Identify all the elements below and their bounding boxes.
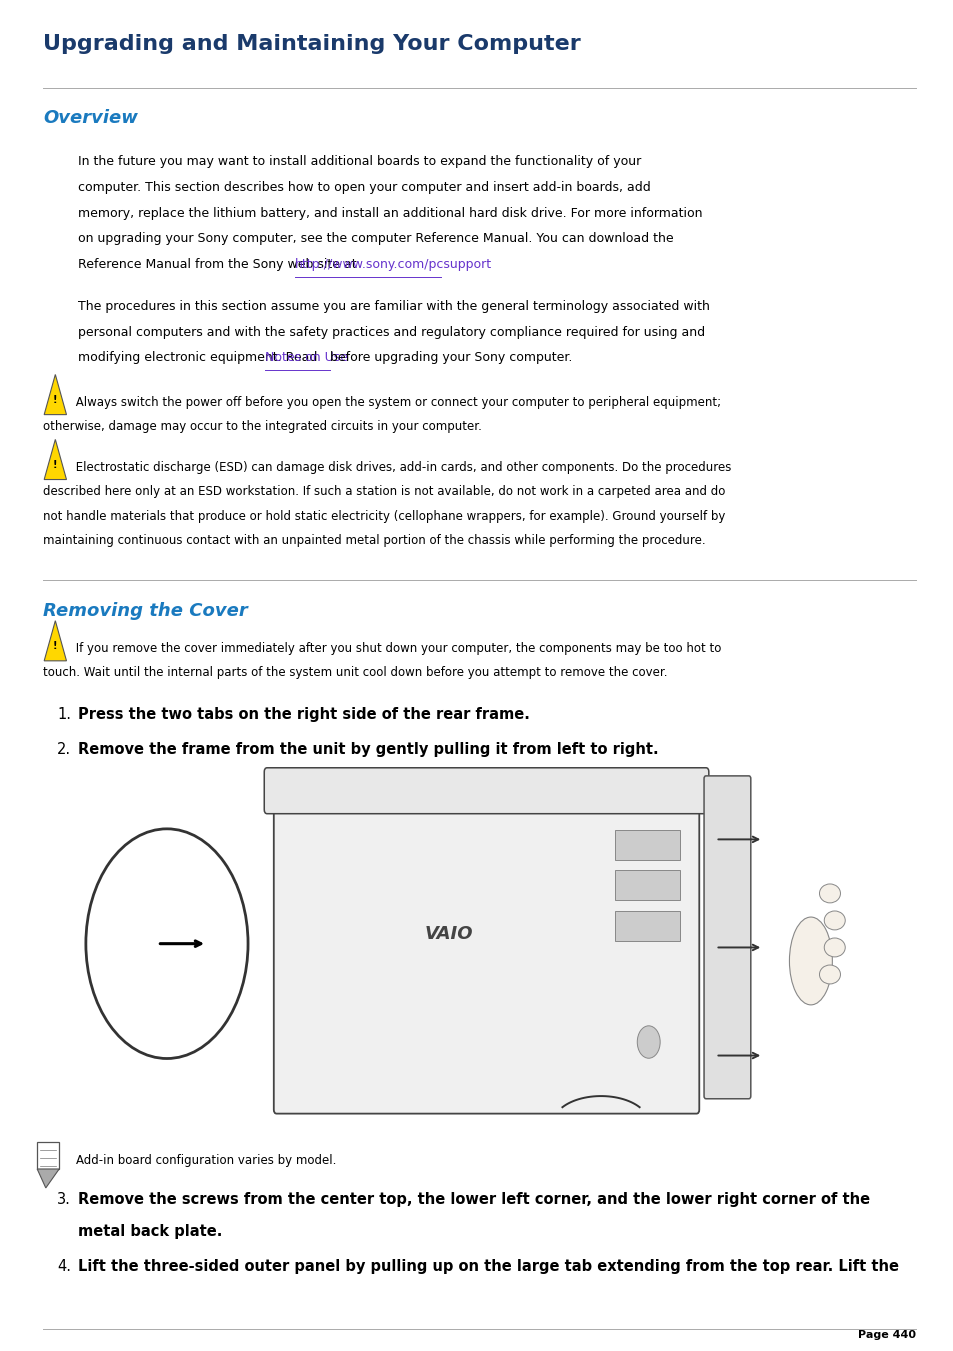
Text: Notes on Use: Notes on Use	[264, 351, 352, 365]
Text: Press the two tabs on the right side of the rear frame.: Press the two tabs on the right side of …	[78, 707, 530, 721]
Text: personal computers and with the safety practices and regulatory compliance requi: personal computers and with the safety p…	[78, 326, 704, 339]
Polygon shape	[44, 439, 67, 480]
FancyBboxPatch shape	[703, 775, 750, 1098]
Ellipse shape	[819, 884, 840, 902]
Text: Upgrading and Maintaining Your Computer: Upgrading and Maintaining Your Computer	[43, 34, 580, 54]
Text: Remove the screws from the center top, the lower left corner, and the lower righ: Remove the screws from the center top, t…	[78, 1192, 869, 1206]
Text: Always switch the power off before you open the system or connect your computer : Always switch the power off before you o…	[71, 396, 720, 409]
Text: before upgrading your Sony computer.: before upgrading your Sony computer.	[330, 351, 572, 365]
Text: !: !	[53, 459, 57, 470]
Circle shape	[637, 1025, 659, 1058]
Text: 4.: 4.	[57, 1259, 71, 1274]
Text: maintaining continuous contact with an unpainted metal portion of the chassis wh: maintaining continuous contact with an u…	[43, 534, 705, 547]
Text: Removing the Cover: Removing the Cover	[43, 601, 248, 620]
Text: Reference Manual from the Sony web site at: Reference Manual from the Sony web site …	[78, 258, 360, 272]
Text: http://www.sony.com/pcsupport: http://www.sony.com/pcsupport	[294, 258, 492, 272]
Ellipse shape	[819, 965, 840, 984]
Text: touch. Wait until the internal parts of the system unit cool down before you att: touch. Wait until the internal parts of …	[43, 666, 667, 680]
Text: !: !	[53, 642, 57, 651]
Text: modifying electronic equipment. Read: modifying electronic equipment. Read	[78, 351, 321, 365]
Ellipse shape	[823, 911, 844, 929]
Bar	[615, 870, 679, 900]
Text: Lift the three-sided outer panel by pulling up on the large tab extending from t: Lift the three-sided outer panel by pull…	[78, 1259, 899, 1274]
Text: 2.: 2.	[57, 742, 71, 757]
Text: !: !	[53, 394, 57, 405]
Ellipse shape	[788, 917, 831, 1005]
Polygon shape	[44, 620, 67, 661]
Polygon shape	[37, 1169, 59, 1188]
Text: VAIO: VAIO	[424, 925, 472, 943]
Text: Add-in board configuration varies by model.: Add-in board configuration varies by mod…	[76, 1154, 336, 1167]
FancyBboxPatch shape	[274, 781, 699, 1113]
Text: The procedures in this section assume you are familiar with the general terminol: The procedures in this section assume yo…	[78, 300, 709, 313]
Ellipse shape	[823, 938, 844, 957]
Text: otherwise, damage may occur to the integrated circuits in your computer.: otherwise, damage may occur to the integ…	[43, 420, 481, 434]
Bar	[615, 830, 679, 859]
Text: described here only at an ESD workstation. If such a station is not available, d: described here only at an ESD workstatio…	[43, 485, 724, 499]
Text: memory, replace the lithium battery, and install an additional hard disk drive. : memory, replace the lithium battery, and…	[78, 207, 702, 220]
Text: 1.: 1.	[57, 707, 71, 721]
Text: Overview: Overview	[43, 109, 137, 127]
Text: on upgrading your Sony computer, see the computer Reference Manual. You can down: on upgrading your Sony computer, see the…	[78, 232, 673, 246]
FancyBboxPatch shape	[264, 767, 708, 813]
Text: not handle materials that produce or hold static electricity (cellophane wrapper: not handle materials that produce or hol…	[43, 509, 724, 523]
Text: If you remove the cover immediately after you shut down your computer, the compo: If you remove the cover immediately afte…	[71, 642, 720, 655]
Bar	[615, 911, 679, 940]
Text: 3.: 3.	[57, 1192, 71, 1206]
Text: Remove the frame from the unit by gently pulling it from left to right.: Remove the frame from the unit by gently…	[78, 742, 659, 757]
Polygon shape	[44, 374, 67, 415]
Text: metal back plate.: metal back plate.	[78, 1224, 222, 1239]
Text: Page 440: Page 440	[857, 1331, 915, 1340]
Text: In the future you may want to install additional boards to expand the functional: In the future you may want to install ad…	[78, 155, 640, 169]
Text: computer. This section describes how to open your computer and insert add-in boa: computer. This section describes how to …	[78, 181, 650, 195]
Text: Electrostatic discharge (ESD) can damage disk drives, add-in cards, and other co: Electrostatic discharge (ESD) can damage…	[71, 461, 730, 474]
